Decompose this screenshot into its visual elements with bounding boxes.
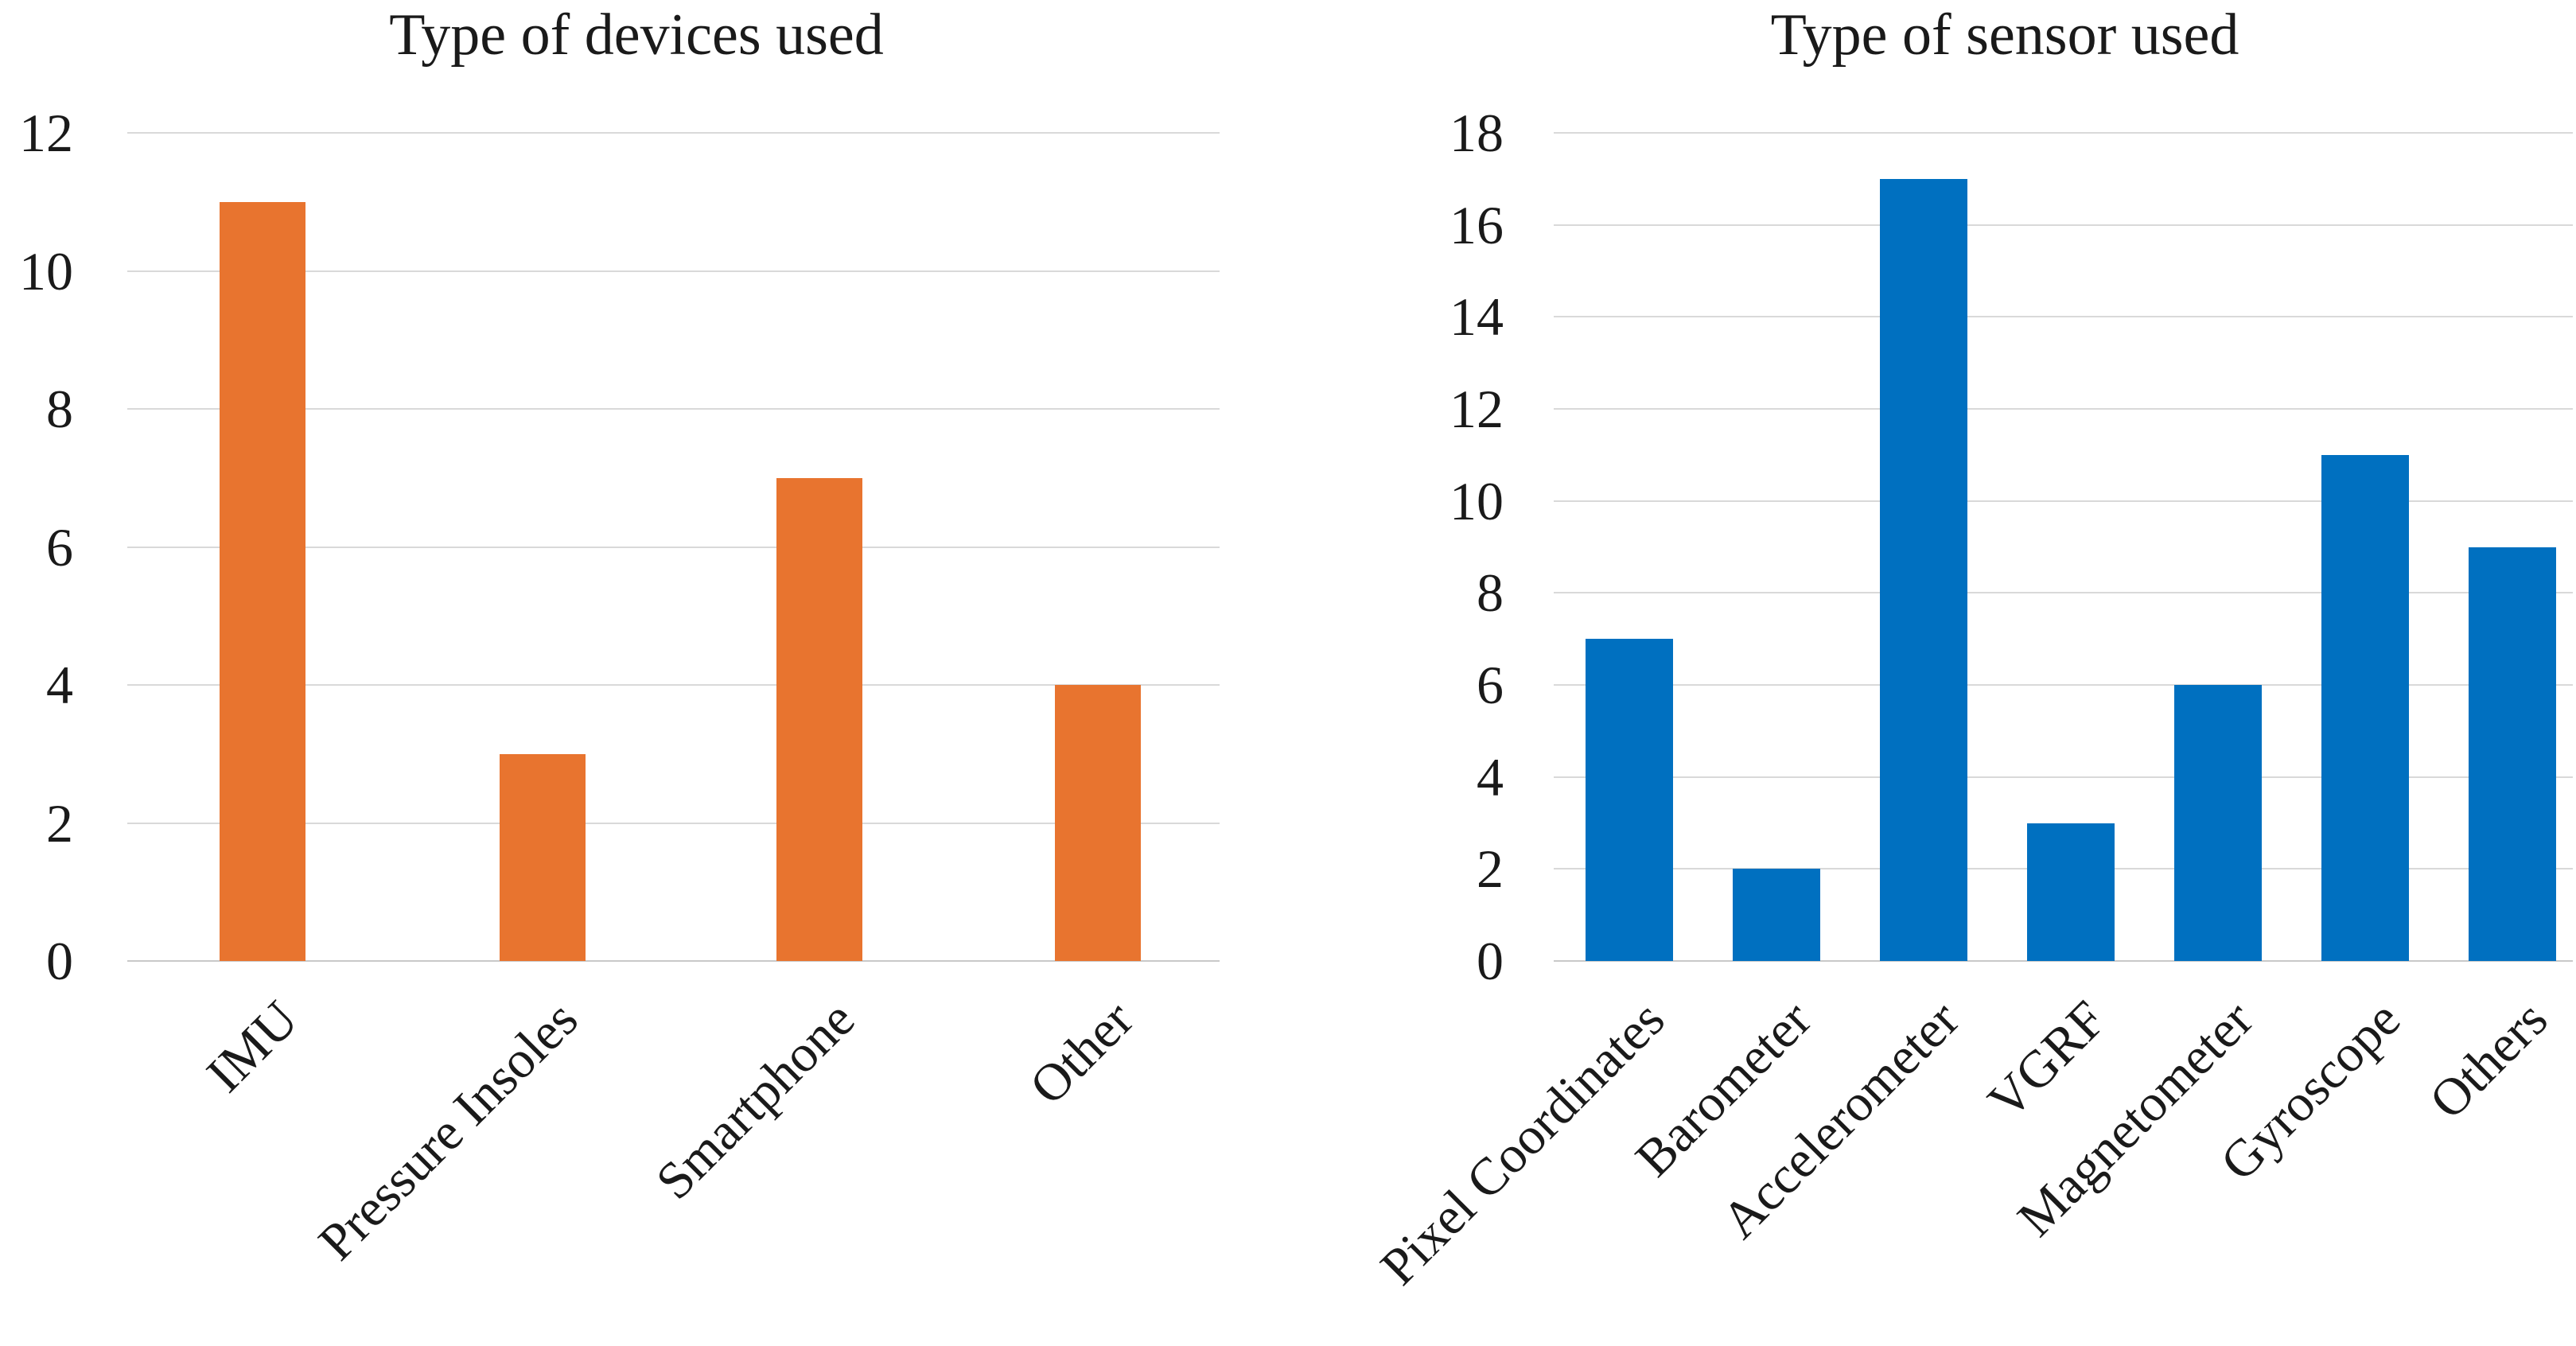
y-tick-label-4: 4 [46, 655, 73, 715]
y-tick-label-14: 14 [1449, 286, 1504, 348]
x-tick-label-imu: IMU [195, 990, 309, 1103]
bar-magnetometer [2174, 685, 2262, 961]
x-tick-label-barometer: Barometer [1625, 990, 1823, 1188]
y-tick-label-6: 6 [1477, 655, 1504, 715]
x-tick-label-smartphone: Smartphone [645, 990, 866, 1211]
gridline-y6 [127, 546, 1220, 548]
x-tick-label-pixel-coordinates: Pixel Coordinates [1369, 990, 1676, 1297]
bar-pixel-coordinates [1586, 639, 1673, 961]
bar-smartphone [776, 477, 862, 961]
x-axis-line [1554, 960, 2573, 962]
gridline-y10 [127, 270, 1220, 272]
gridline-y10 [1554, 500, 2573, 502]
x-tick-label-other: Other [1018, 990, 1145, 1116]
gridline-y6 [1554, 684, 2573, 686]
y-tick-label-2: 2 [46, 792, 73, 854]
y-tick-label-8: 8 [1477, 562, 1504, 624]
x-axis-line [127, 960, 1220, 962]
x-tick-label-gyroscope: Gyroscope [2209, 990, 2412, 1192]
gridline-y8 [127, 408, 1220, 410]
bar-others [2469, 547, 2556, 961]
gridline-y16 [1554, 224, 2573, 226]
gridline-y12 [127, 132, 1220, 134]
chart-title-sensors: Type of sensor used [1770, 2, 2239, 68]
y-tick-label-6: 6 [46, 516, 73, 578]
gridline-y4 [1554, 776, 2573, 778]
y-tick-label-12: 12 [19, 103, 73, 163]
gridline-y18 [1554, 132, 2573, 134]
bar-pressure-insoles [500, 753, 586, 961]
chart-title-devices: Type of devices used [389, 2, 884, 68]
x-tick-label-others: Others [2418, 990, 2559, 1130]
x-tick-label-pressure-insoles: Pressure Insoles [307, 990, 590, 1272]
y-tick-label-4: 4 [1477, 746, 1504, 807]
y-tick-label-10: 10 [1449, 470, 1504, 531]
bar-accelerometer [1880, 178, 1967, 961]
gridline-y14 [1554, 316, 2573, 318]
x-tick-label-vgrf: VGRF [1977, 990, 2118, 1130]
bar-barometer [1733, 869, 1820, 961]
y-tick-label-10: 10 [19, 240, 73, 301]
gridline-y12 [1554, 408, 2573, 410]
y-tick-label-0: 0 [1477, 931, 1504, 991]
y-tick-label-16: 16 [1449, 194, 1504, 255]
y-tick-label-8: 8 [46, 379, 73, 439]
y-tick-label-12: 12 [1449, 379, 1504, 439]
gridline-y8 [1554, 592, 2573, 594]
y-tick-label-0: 0 [46, 931, 73, 991]
bar-vgrf [2027, 823, 2115, 961]
gridline-y2 [1554, 868, 2573, 870]
bar-other [1055, 685, 1141, 961]
gridline-y4 [127, 684, 1220, 686]
y-tick-label-18: 18 [1449, 103, 1504, 163]
x-tick-label-accelerometer: Accelerometer [1710, 990, 1971, 1250]
bar-gyroscope [2321, 454, 2409, 961]
gridline-y2 [127, 822, 1220, 824]
bar-imu [220, 201, 305, 961]
x-tick-label-magnetometer: Magnetometer [2006, 990, 2265, 1248]
y-tick-label-2: 2 [1477, 838, 1504, 900]
